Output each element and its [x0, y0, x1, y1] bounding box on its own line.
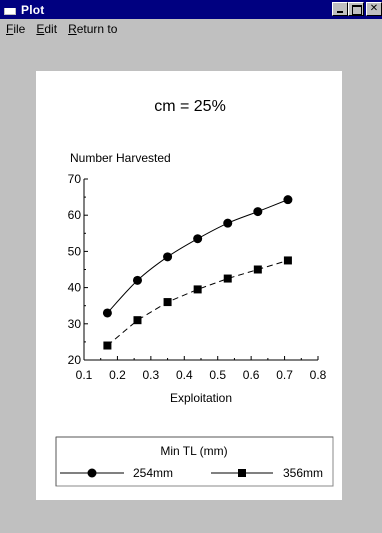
y-tick-label: 40 [68, 281, 82, 295]
y-tick-label: 30 [68, 317, 82, 331]
y-tick-label: 50 [68, 244, 82, 258]
series-254mm [102, 195, 293, 318]
window-controls: ✕ [332, 2, 382, 16]
y-axis-label: Number Harvested [70, 151, 171, 165]
legend-title: Min TL (mm) [160, 444, 227, 458]
menu-bar: File Edit Return to [0, 19, 382, 38]
axes: 20 30 40 50 60 70 0.1 0.2 0.3 0.4 0.5 0.6 0.7 0.8 [68, 172, 327, 382]
legend-item-254mm: 254mm [60, 466, 173, 480]
data-point [223, 218, 233, 228]
data-point [193, 234, 203, 244]
data-point [283, 195, 293, 205]
data-point [102, 308, 112, 318]
y-tick-label: 60 [68, 208, 82, 222]
data-point [223, 274, 232, 283]
series-line-254mm [107, 199, 289, 314]
data-point [103, 341, 112, 350]
app-window-icon[interactable] [3, 3, 17, 17]
data-point [253, 265, 262, 274]
x-tick-label: 0.7 [276, 368, 293, 382]
data-point [193, 285, 202, 294]
x-axis-label: Exploitation [170, 391, 232, 405]
data-point [253, 207, 263, 217]
x-tick-label: 0.1 [76, 368, 93, 382]
plot-canvas [36, 71, 342, 500]
chart-title: cm = 25% [154, 98, 226, 115]
x-tick-label: 0.8 [310, 368, 327, 382]
legend-box [55, 436, 334, 487]
legend: Min TL (mm) 254mm 356mm [55, 436, 334, 487]
legend-marker [238, 469, 246, 477]
x-tick-label: 0.4 [176, 368, 193, 382]
legend-item-356mm: 356mm [211, 466, 323, 480]
title-bar[interactable]: Plot ✕ [0, 0, 382, 19]
window-title: Plot [21, 2, 45, 17]
legend-marker [87, 468, 97, 478]
data-series [102, 195, 293, 350]
close-button[interactable]: ✕ [366, 2, 382, 16]
x-tick-label: 0.2 [109, 368, 126, 382]
legend-label: 254mm [133, 466, 173, 480]
legend-label: 356mm [283, 466, 323, 480]
data-point [283, 256, 292, 265]
menu-file[interactable]: File [6, 21, 26, 36]
series-356mm [103, 256, 292, 350]
menu-return-to[interactable]: Return to [68, 21, 118, 36]
y-tick-label: 20 [68, 353, 82, 367]
data-point [163, 298, 172, 307]
data-point [163, 252, 173, 262]
data-point [133, 316, 142, 325]
menu-edit[interactable]: Edit [36, 21, 58, 36]
x-tick-label: 0.5 [209, 368, 226, 382]
x-tick-label: 0.3 [143, 368, 160, 382]
minimize-button[interactable] [332, 2, 348, 16]
data-point [132, 275, 142, 285]
x-tick-label: 0.6 [243, 368, 260, 382]
y-tick-label: 70 [68, 172, 82, 186]
maximize-button[interactable] [348, 2, 364, 16]
